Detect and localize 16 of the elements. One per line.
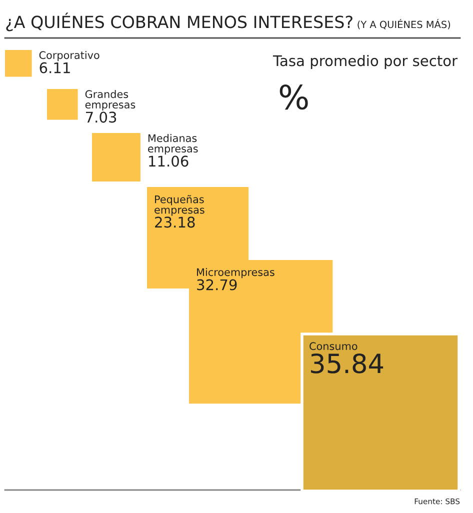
text: (Y A QUIÉNES MÁS)	[358, 19, 450, 30]
data-label: 7.03	[86, 112, 116, 123]
data-label: 23.18	[155, 216, 195, 228]
data-label: 11.06	[149, 156, 188, 167]
text: Tasa promedio por sector	[272, 54, 458, 70]
category-label: Corporativo	[39, 51, 100, 62]
data-label: 35.84	[311, 353, 384, 374]
text: ¿A QUIÉNES COBRAN MENOS INTERESES?	[6, 12, 352, 32]
category-label: Consumo	[310, 342, 358, 350]
text: %	[280, 84, 308, 110]
data-label: 32.79	[197, 279, 237, 290]
category-label: Medianas empresas	[148, 134, 198, 155]
category-label: Microempresas	[197, 268, 274, 278]
category-label: Grandes empresas	[85, 90, 136, 111]
data-label: 6.11	[40, 62, 70, 74]
category-label: Pequeñas empresas	[154, 195, 204, 216]
